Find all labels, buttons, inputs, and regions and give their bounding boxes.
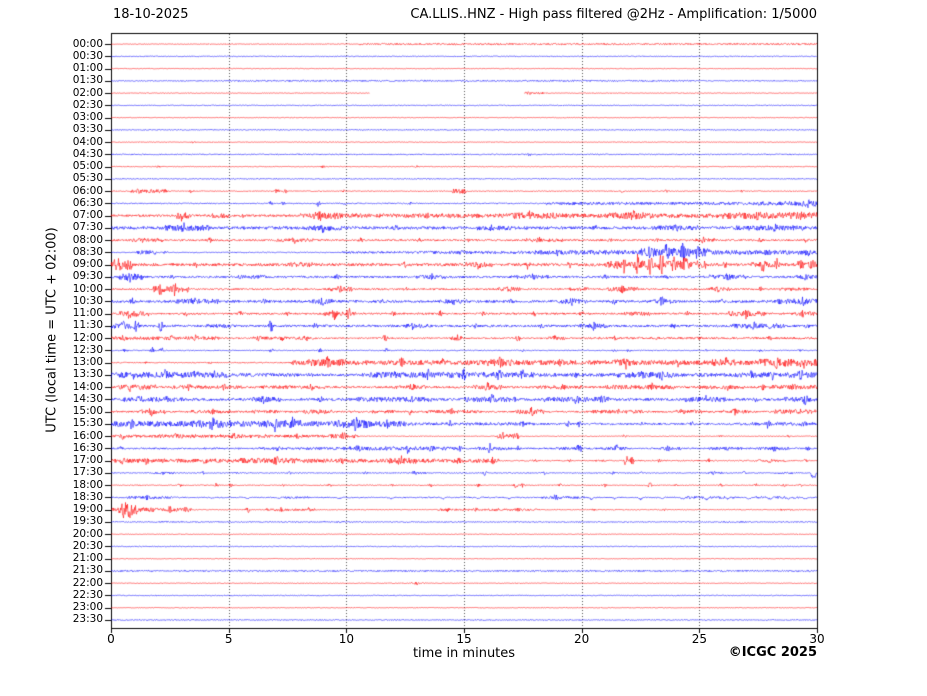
x-tick-label: 30 bbox=[809, 632, 825, 646]
y-tick-label: 10:00 bbox=[72, 282, 103, 295]
x-tick-label: 5 bbox=[224, 632, 233, 646]
y-tick-label: 04:30 bbox=[72, 147, 103, 160]
x-tick-label: 20 bbox=[574, 632, 590, 646]
y-tick-label: 12:00 bbox=[72, 331, 103, 344]
figure-title: CA.LLIS..HNZ - High pass filtered @2Hz -… bbox=[410, 7, 817, 22]
y-tick-label: 07:30 bbox=[72, 221, 103, 234]
y-tick-label: 19:30 bbox=[72, 515, 103, 528]
y-tick-label: 12:30 bbox=[72, 343, 103, 356]
y-tick-label: 22:30 bbox=[72, 588, 103, 601]
y-tick-label: 14:30 bbox=[72, 392, 103, 405]
y-tick-label: 02:30 bbox=[72, 98, 103, 111]
x-tick-label: 0 bbox=[107, 632, 115, 646]
y-tick-label: 05:00 bbox=[72, 160, 103, 173]
y-tick-label: 18:30 bbox=[72, 490, 103, 503]
y-tick-label: 08:30 bbox=[72, 245, 103, 258]
y-tick-label: 01:30 bbox=[72, 74, 103, 87]
y-tick-label: 16:00 bbox=[72, 429, 103, 442]
y-tick-label: 06:00 bbox=[72, 184, 103, 197]
x-tick-label: 10 bbox=[338, 632, 354, 646]
y-tick-label: 13:00 bbox=[72, 356, 103, 369]
y-tick-label: 21:30 bbox=[72, 564, 103, 577]
y-tick-label: 19:00 bbox=[72, 503, 103, 516]
y-tick-label: 07:00 bbox=[72, 209, 103, 222]
y-tick-label: 01:00 bbox=[72, 62, 103, 75]
y-tick-label: 17:00 bbox=[72, 454, 103, 467]
y-tick-label: 08:00 bbox=[72, 233, 103, 246]
y-tick-label: 18:00 bbox=[72, 478, 103, 491]
y-tick-label: 23:30 bbox=[72, 613, 103, 626]
y-tick-label: 23:00 bbox=[72, 601, 103, 614]
x-tick-label: 15 bbox=[456, 632, 472, 646]
y-tick-label: 05:30 bbox=[72, 172, 103, 185]
y-tick-label: 09:30 bbox=[72, 270, 103, 283]
y-tick-label: 00:30 bbox=[72, 49, 103, 62]
y-tick-label: 14:00 bbox=[72, 380, 103, 393]
y-tick-label: 09:00 bbox=[72, 258, 103, 271]
date-label: 18-10-2025 bbox=[113, 7, 189, 22]
y-tick-label: 03:00 bbox=[72, 111, 103, 124]
y-tick-label: 00:00 bbox=[72, 37, 103, 50]
y-tick-label: 20:30 bbox=[72, 539, 103, 552]
y-tick-label: 13:30 bbox=[72, 368, 103, 381]
y-tick-label: 20:00 bbox=[72, 527, 103, 540]
y-tick-label: 21:00 bbox=[72, 552, 103, 565]
y-tick-label: 11:30 bbox=[72, 319, 103, 332]
y-tick-label: 02:00 bbox=[72, 86, 103, 99]
y-tick-label: 22:00 bbox=[72, 576, 103, 589]
copyright-label: ©ICGC 2025 bbox=[728, 645, 817, 660]
y-tick-label: 03:30 bbox=[72, 123, 103, 136]
y-tick-label: 04:00 bbox=[72, 135, 103, 148]
y-tick-label: 17:30 bbox=[72, 466, 103, 479]
y-tick-label: 15:30 bbox=[72, 417, 103, 430]
x-tick-label: 25 bbox=[691, 632, 707, 646]
y-tick-label: 16:30 bbox=[72, 441, 103, 454]
y-tick-label: 10:30 bbox=[72, 294, 103, 307]
y-tick-label: 06:30 bbox=[72, 196, 103, 209]
y-tick-label: 15:00 bbox=[72, 405, 103, 418]
x-axis-title: time in minutes bbox=[412, 646, 516, 661]
y-tick-label: 11:00 bbox=[72, 307, 103, 320]
